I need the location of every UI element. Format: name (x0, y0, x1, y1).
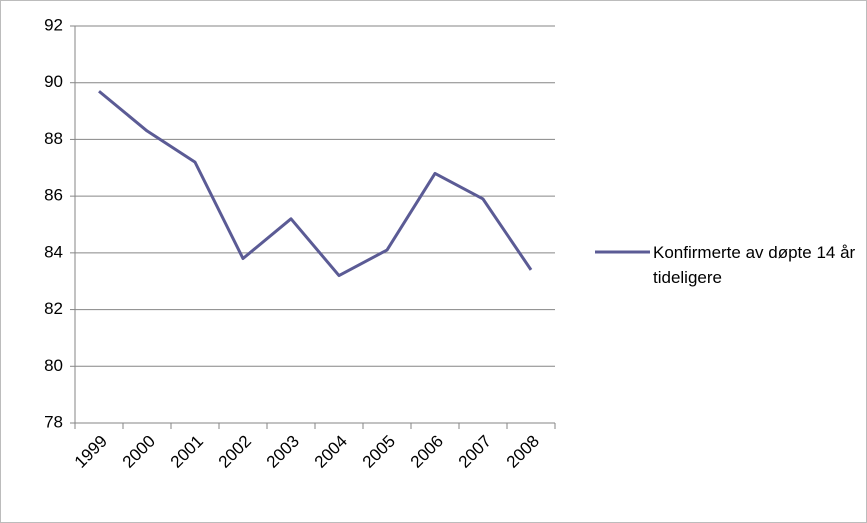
y-tick-label: 90 (44, 72, 63, 91)
data-line (98, 90, 533, 278)
y-tick-label: 80 (44, 356, 63, 375)
y-tick-label: 86 (44, 186, 63, 205)
y-tick-label: 88 (44, 129, 63, 148)
legend-label: Konfirmerte av døpte 14 år tideligere (653, 243, 856, 287)
y-tick-label: 84 (44, 242, 63, 261)
y-tick-label: 82 (44, 299, 63, 318)
y-tick-label: 92 (44, 15, 63, 34)
y-tick-label: 78 (44, 412, 63, 431)
